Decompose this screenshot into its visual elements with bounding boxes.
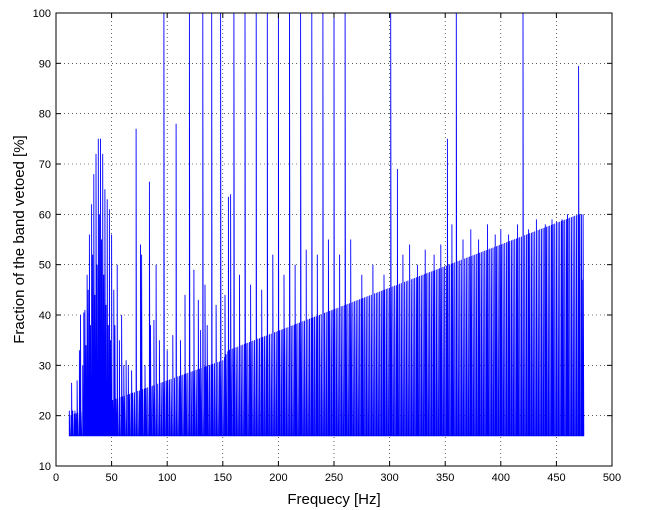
y-tick-label: 10 <box>39 461 51 473</box>
y-tick-label: 80 <box>39 109 51 121</box>
x-tick-label: 100 <box>158 472 176 484</box>
data-series <box>68 12 585 437</box>
y-tick-label: 40 <box>39 310 51 322</box>
x-tick-label: 50 <box>105 472 117 484</box>
y-axis-label: Fraction of the band vetoed [%] <box>11 135 28 343</box>
grid-lines <box>56 13 612 466</box>
y-tick-label: 70 <box>39 159 51 171</box>
x-tick-label: 450 <box>547 472 565 484</box>
axis-ticks: 0 50 100 150 200 250 300 350 400 450 500 10 20 30 40 50… <box>33 8 622 484</box>
y-tick-label: 20 <box>39 411 51 423</box>
x-tick-label: 350 <box>436 472 454 484</box>
y-tick-label: 60 <box>39 209 51 221</box>
series-line <box>68 12 585 437</box>
x-tick-label: 250 <box>325 472 343 484</box>
y-tick-label: 90 <box>39 58 51 70</box>
x-tick-label: 400 <box>492 472 510 484</box>
x-tick-label: 200 <box>269 472 287 484</box>
x-tick-label: 0 <box>53 472 59 484</box>
y-tick-label: 100 <box>33 8 51 20</box>
x-axis-label: Frequecy [Hz] <box>287 491 380 508</box>
y-tick-label: 30 <box>39 360 51 372</box>
x-tick-label: 150 <box>214 472 232 484</box>
x-tick-label: 300 <box>380 472 398 484</box>
x-tick-label: 500 <box>603 472 621 484</box>
y-tick-label: 50 <box>39 260 51 272</box>
